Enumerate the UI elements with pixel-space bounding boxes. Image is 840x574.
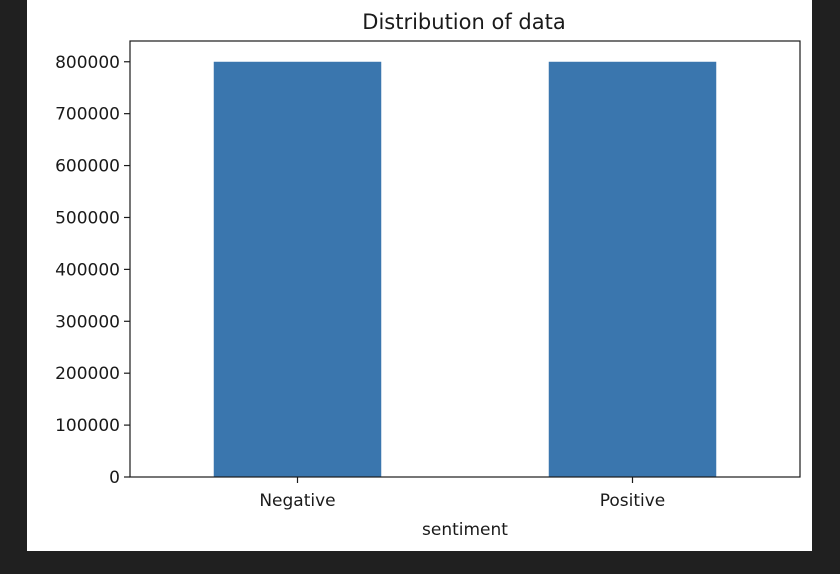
bar-positive — [548, 61, 717, 478]
x-axis-label: sentiment — [422, 520, 508, 540]
y-tick-label: 300000 — [55, 312, 120, 332]
bar-chart: Distribution of data Negative Positive 0 10… — [55, 10, 801, 540]
plot-area: Negative Positive 0 100000 200000 300000 40000… — [55, 40, 801, 511]
y-tick-label: 0 — [109, 468, 120, 488]
y-tick-label: 800000 — [55, 53, 120, 73]
y-tick-label: 700000 — [55, 105, 120, 125]
y-tick-label: 500000 — [55, 208, 120, 228]
x-tick-label: Positive — [600, 491, 666, 511]
x-tick-label: Negative — [259, 491, 335, 511]
chart-figure: Distribution of data Negative Positive 0 10… — [27, 0, 812, 551]
y-tick-label: 100000 — [55, 416, 120, 436]
y-tick-label: 600000 — [55, 157, 120, 177]
y-tick-label: 200000 — [55, 364, 120, 384]
y-tick-label: 400000 — [55, 260, 120, 280]
plot-frame — [129, 40, 801, 478]
chart-title: Distribution of data — [362, 10, 565, 34]
bar-negative — [213, 61, 382, 478]
